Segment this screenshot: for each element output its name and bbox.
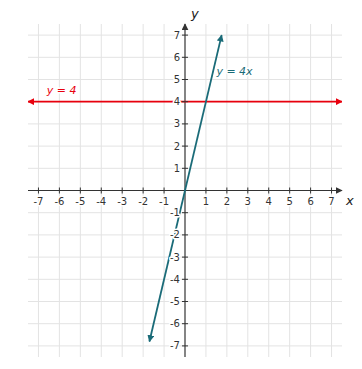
grid-line-y	[28, 323, 342, 324]
grid-line-y	[28, 35, 342, 36]
grid-line-y	[28, 345, 342, 346]
grid-line-y	[28, 57, 342, 58]
x-tick	[268, 188, 269, 194]
y-tick-label: 1	[174, 163, 180, 174]
x-tick	[59, 188, 60, 194]
y-tick-label: -7	[170, 340, 180, 351]
x-tick-label: -6	[54, 196, 64, 207]
annotation: y = 4x	[215, 65, 253, 78]
x-tick-label: 4	[266, 196, 272, 207]
x-tick-label: 7	[328, 196, 334, 207]
y-tick	[182, 279, 188, 280]
y-tick	[182, 123, 188, 124]
y-tick	[182, 168, 188, 169]
x-tick	[205, 188, 206, 194]
y-tick-label: -5	[170, 296, 180, 307]
grid-line-y	[28, 257, 342, 258]
y-tick	[182, 257, 188, 258]
axes	[28, 24, 342, 357]
grid-line-x	[38, 24, 39, 357]
grid-line-y	[28, 146, 342, 147]
x-tick	[226, 188, 227, 194]
chart: -7 -6 -5 -4 -3 -2 -1 1 2 3 4 5 6 7 -7 -6 -5 -4 -3 -2 -1 1 2 3 4 5…	[0, 0, 362, 369]
y-tick	[182, 57, 188, 58]
x-tick-label: -5	[75, 196, 85, 207]
x-tick	[101, 188, 102, 194]
x-tick	[310, 188, 311, 194]
x-tick	[143, 188, 144, 194]
grid-line-y	[28, 234, 342, 235]
y-axis-label: y	[190, 6, 199, 21]
y-tick-label: 5	[174, 74, 180, 85]
grid-line-x	[268, 24, 269, 357]
grid-line-x	[80, 24, 81, 357]
y-tick	[182, 212, 188, 213]
x-tick	[164, 188, 165, 194]
y-tick-label: 2	[174, 141, 180, 152]
y-tick-label: -1	[170, 207, 180, 218]
grid-line-y	[28, 123, 342, 124]
y-tick-label: 3	[174, 118, 180, 129]
x-tick-label: -3	[117, 196, 127, 207]
x-tick-label: 6	[307, 196, 313, 207]
y-tick	[182, 234, 188, 235]
grid-line-x	[289, 24, 290, 357]
grid-line-y	[28, 279, 342, 280]
grid-line-y	[28, 168, 342, 169]
annotation: y = 4	[46, 84, 77, 97]
grid-line-x	[59, 24, 60, 357]
grid-line-x	[205, 24, 206, 357]
x-tick	[331, 188, 332, 194]
y-tick-label: 6	[174, 52, 180, 63]
x-tick-label: -4	[96, 196, 106, 207]
grid-line-x	[164, 24, 165, 357]
x-tick-label: -2	[138, 196, 148, 207]
x-tick	[80, 188, 81, 194]
x-tick	[247, 188, 248, 194]
x-tick-label: 1	[203, 196, 209, 207]
x-axis-label: x	[345, 193, 354, 208]
y-tick-label: -3	[170, 252, 180, 263]
y-tick	[182, 101, 188, 102]
grid-line-x	[122, 24, 123, 357]
grid	[28, 24, 342, 357]
y-tick-label: 7	[174, 30, 180, 41]
y-tick	[182, 146, 188, 147]
y-tick	[182, 79, 188, 80]
x-tick-label: 5	[286, 196, 292, 207]
x-tick-label: -7	[33, 196, 43, 207]
plot-area	[28, 35, 342, 341]
grid-line-x	[331, 24, 332, 357]
x-tick	[289, 188, 290, 194]
ticks: -7 -6 -5 -4 -3 -2 -1 1 2 3 4 5 6 7 -7 -6 -5 -4 -3 -2 -1 1 2 3 4 5…	[33, 30, 334, 352]
grid-line-y	[28, 301, 342, 302]
grid-line-x	[143, 24, 144, 357]
x-tick-label: -1	[159, 196, 169, 207]
x-tick-label: 3	[245, 196, 251, 207]
y-tick	[182, 345, 188, 346]
grid-line-x	[310, 24, 311, 357]
line	[28, 101, 342, 103]
grid-line-x	[101, 24, 102, 357]
y-tick-label: -2	[170, 229, 180, 240]
grid-line-y	[28, 79, 342, 80]
x-tick-label: 2	[224, 196, 230, 207]
grid-line-y	[28, 212, 342, 213]
x-tick	[122, 188, 123, 194]
y-tick-label: -6	[170, 318, 180, 329]
line	[149, 35, 221, 341]
y-tick-label: 4	[174, 96, 180, 107]
x-tick	[38, 188, 39, 194]
y-tick	[182, 35, 188, 36]
grid-line-y	[28, 101, 342, 102]
y-tick-label: -4	[170, 274, 180, 285]
y-tick	[182, 301, 188, 302]
y-tick	[182, 323, 188, 324]
